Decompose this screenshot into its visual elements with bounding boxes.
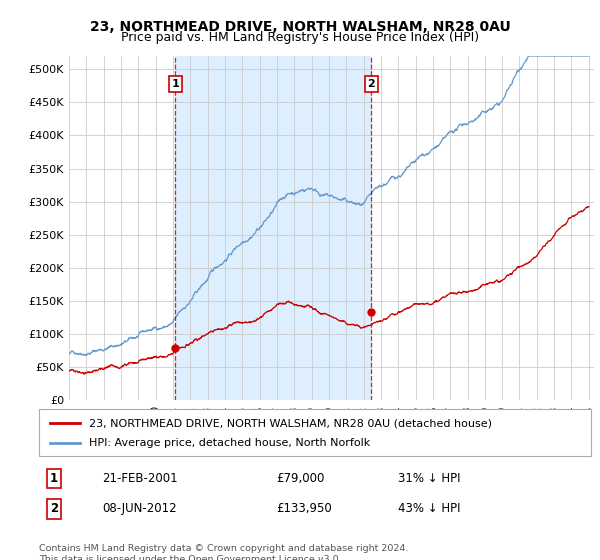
Text: Contains HM Land Registry data © Crown copyright and database right 2024.
This d: Contains HM Land Registry data © Crown c… xyxy=(39,544,409,560)
Text: 2: 2 xyxy=(367,79,375,89)
Text: £133,950: £133,950 xyxy=(277,502,332,515)
Text: 23, NORTHMEAD DRIVE, NORTH WALSHAM, NR28 0AU: 23, NORTHMEAD DRIVE, NORTH WALSHAM, NR28… xyxy=(89,20,511,34)
Text: 31% ↓ HPI: 31% ↓ HPI xyxy=(398,472,460,485)
FancyBboxPatch shape xyxy=(39,409,591,456)
Bar xyxy=(175,56,371,400)
Text: 23, NORTHMEAD DRIVE, NORTH WALSHAM, NR28 0AU (detached house): 23, NORTHMEAD DRIVE, NORTH WALSHAM, NR28… xyxy=(89,418,491,428)
Text: HPI: Average price, detached house, North Norfolk: HPI: Average price, detached house, Nort… xyxy=(89,438,370,448)
Text: 43% ↓ HPI: 43% ↓ HPI xyxy=(398,502,460,515)
Text: 21-FEB-2001: 21-FEB-2001 xyxy=(103,472,178,485)
Text: 1: 1 xyxy=(172,79,179,89)
Text: £79,000: £79,000 xyxy=(277,472,325,485)
Text: 1: 1 xyxy=(50,472,58,485)
Text: Price paid vs. HM Land Registry's House Price Index (HPI): Price paid vs. HM Land Registry's House … xyxy=(121,31,479,44)
Text: 2: 2 xyxy=(50,502,58,515)
Text: 08-JUN-2012: 08-JUN-2012 xyxy=(103,502,177,515)
